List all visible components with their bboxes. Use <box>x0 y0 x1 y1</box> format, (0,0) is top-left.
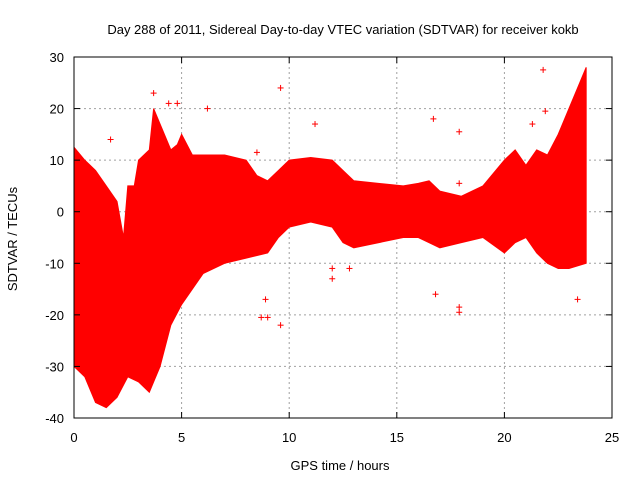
data-point <box>430 115 437 122</box>
data-points <box>73 66 587 409</box>
data-point <box>542 108 549 115</box>
chart-title: Day 288 of 2011, Sidereal Day-to-day VTE… <box>107 22 578 37</box>
y-tick-label: 30 <box>50 50 64 65</box>
y-tick-label: 0 <box>57 205 64 220</box>
data-point <box>456 309 463 316</box>
data-point <box>253 149 260 156</box>
data-point <box>574 296 581 303</box>
data-point <box>456 128 463 135</box>
data-point <box>529 121 536 128</box>
data-point <box>540 66 547 73</box>
data-point <box>456 180 463 187</box>
x-tick-label: 10 <box>282 430 296 445</box>
y-tick-label: -20 <box>45 308 64 323</box>
data-point <box>277 84 284 91</box>
x-tick-label: 25 <box>605 430 619 445</box>
data-point <box>264 314 271 321</box>
axis-ticks: 0 5 10 15 20 25 -40 -30 -20 -10 0 10 20 30 <box>45 50 619 445</box>
plot-frame <box>73 56 613 419</box>
y-axis-label: SDTVAR / TECUs <box>5 186 20 291</box>
y-tick-label: -10 <box>45 256 64 271</box>
data-point <box>432 291 439 298</box>
x-tick-label: 0 <box>70 430 77 445</box>
data-point <box>258 314 265 321</box>
y-tick-label: 20 <box>50 102 64 117</box>
x-tick-label: 20 <box>497 430 511 445</box>
data-point <box>262 296 269 303</box>
x-axis-label: GPS time / hours <box>291 458 390 473</box>
x-tick-label: 5 <box>178 430 185 445</box>
data-point <box>329 275 336 282</box>
data-point <box>456 304 463 311</box>
data-point <box>329 265 336 272</box>
data-band <box>73 67 587 409</box>
x-tick-label: 15 <box>390 430 404 445</box>
y-tick-label: -30 <box>45 359 64 374</box>
data-point <box>107 136 114 143</box>
data-point <box>204 105 211 112</box>
data-point <box>346 265 353 272</box>
y-tick-label: 10 <box>50 153 64 168</box>
data-point <box>174 100 181 107</box>
y-tick-label: -40 <box>45 411 64 426</box>
data-point <box>150 90 157 97</box>
data-point <box>312 121 319 128</box>
data-point <box>165 100 172 107</box>
data-point <box>277 322 284 329</box>
